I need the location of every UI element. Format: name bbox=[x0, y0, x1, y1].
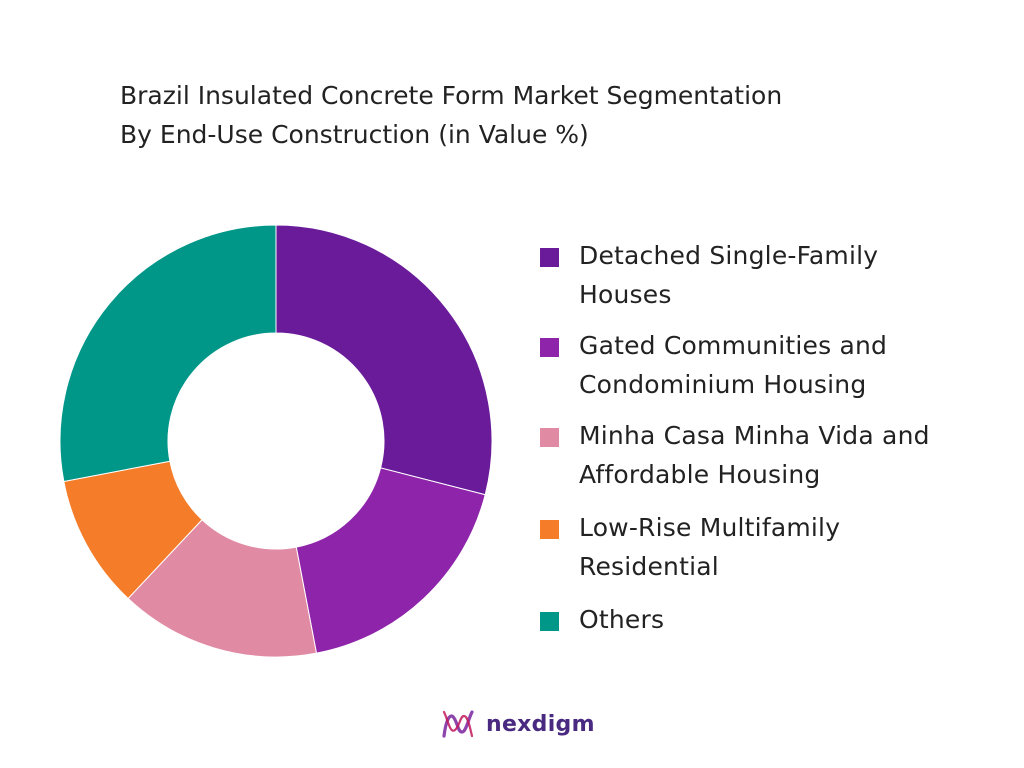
legend-label-minha-casa-minha-vida: Minha Casa Minha Vida and Affordable Hou… bbox=[579, 421, 930, 489]
legend-swatch-minha-casa-minha-vida bbox=[540, 428, 559, 447]
chart-title-line-1: Brazil Insulated Concrete Form Market Se… bbox=[120, 81, 783, 110]
legend-swatch-low-rise-multifamily bbox=[540, 520, 559, 539]
legend-label-low-rise-multifamily: Low-Rise Multifamily Residential bbox=[579, 513, 841, 581]
legend-label-others: Others bbox=[579, 605, 665, 634]
legend-label-gated-communities: Gated Communities and Condominium Housin… bbox=[579, 331, 888, 399]
donut-slice-minha-casa-minha-vida-and-affordable-housing bbox=[127, 519, 318, 658]
legend-item-detached-single-family: Detached Single-Family Houses bbox=[540, 236, 878, 314]
legend-item-minha-casa-minha-vida: Minha Casa Minha Vida and Affordable Hou… bbox=[540, 416, 930, 494]
chart-title-line-2: By End-Use Construction (in Value %) bbox=[120, 120, 589, 149]
legend-label-detached-single-family: Detached Single-Family Houses bbox=[579, 241, 879, 309]
legend-item-gated-communities: Gated Communities and Condominium Housin… bbox=[540, 326, 887, 404]
donut-slice-detached-single-family-houses bbox=[275, 224, 493, 496]
legend-item-others: Others bbox=[540, 600, 664, 639]
legend-swatch-others bbox=[540, 612, 559, 631]
donut-slices bbox=[59, 224, 493, 658]
brand-name: nexdigm bbox=[486, 711, 595, 737]
nexdigm-logo-icon bbox=[442, 710, 474, 738]
donut-slice-gated-communities-and-condominium-housing bbox=[295, 467, 486, 654]
donut-slice-others bbox=[59, 224, 277, 483]
chart-title: Brazil Insulated Concrete Form Market Se… bbox=[120, 76, 940, 154]
legend-swatch-detached-single-family bbox=[540, 248, 559, 267]
legend-swatch-gated-communities bbox=[540, 338, 559, 357]
legend-item-low-rise-multifamily: Low-Rise Multifamily Residential bbox=[540, 508, 840, 586]
brand-logo: nexdigm bbox=[440, 704, 595, 744]
